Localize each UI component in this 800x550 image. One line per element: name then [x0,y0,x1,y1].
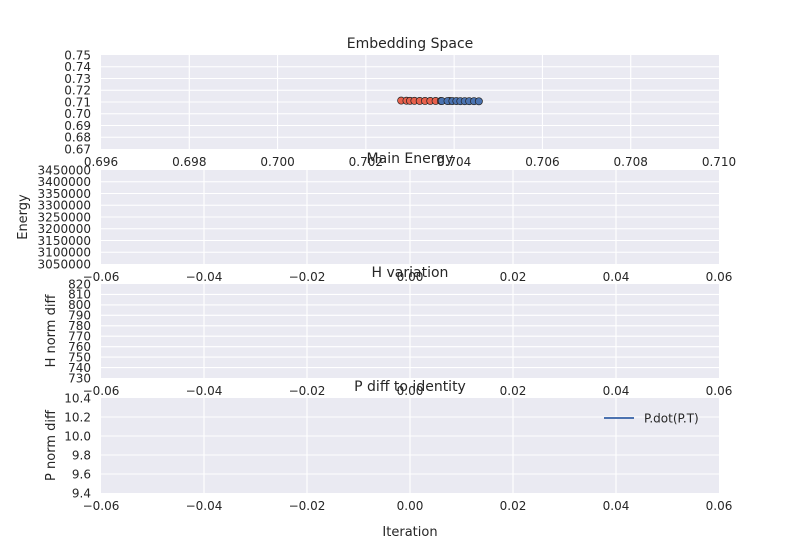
axes-embedding: 0.750.740.730.720.710.700.690.680.670.69… [64,36,736,169]
x-tick-label: 0.702 [349,155,383,169]
y-tick-label: 9.8 [72,448,91,462]
x-tick-label: 0.06 [706,499,733,513]
x-tick-label: 0.04 [603,384,630,398]
x-tick-label: −0.04 [186,384,223,398]
chart-title: P diff to identity [354,379,466,395]
legend-label: P.dot(P.T) [644,411,699,425]
y-tick-label: 0.74 [64,60,91,74]
legend: P.dot(P.T) [604,411,699,425]
y-tick-label: 3050000 [38,257,91,271]
y-tick-label: 10.4 [64,391,91,405]
x-tick-label: −0.04 [186,499,223,513]
y-tick-label: 730 [68,371,91,385]
x-tick-label: −0.06 [83,384,120,398]
x-tick-label: 0.06 [706,270,733,284]
y-tick-label: 3400000 [38,175,91,189]
x-tick-label: −0.04 [186,270,223,284]
y-tick-label: 750 [68,350,91,364]
axes-main-energy: 3450000340000033500003300000325000032000… [16,151,732,284]
x-axis-label: Iteration [382,525,437,540]
x-tick-label: 0.698 [172,155,206,169]
y-tick-label: 760 [68,340,91,354]
x-tick-label: 0.00 [397,270,424,284]
y-tick-label: 770 [68,330,91,344]
scatter-point-blue [474,97,483,106]
y-tick-label: 3100000 [38,246,91,260]
y-tick-label: 0.75 [64,48,91,62]
x-tick-label: 0.02 [500,270,527,284]
chart-title: Embedding Space [347,36,474,52]
x-tick-label: −0.02 [289,384,326,398]
y-tick-label: 0.69 [64,119,91,133]
y-tick-label: 3150000 [38,234,91,248]
x-tick-label: 0.710 [702,155,736,169]
y-tick-label: 3300000 [38,199,91,213]
x-tick-label: −0.02 [289,499,326,513]
chart-title: H variation [372,265,449,281]
y-tick-label: 10.0 [64,429,91,443]
y-axis-label: Energy [16,194,31,240]
y-axis-label: H norm diff [44,294,59,368]
x-tick-label: 0.00 [397,384,424,398]
x-tick-label: −0.06 [83,499,120,513]
y-tick-label: 0.67 [64,142,91,156]
x-tick-label: −0.06 [83,270,120,284]
y-tick-label: 10.2 [64,410,91,424]
y-tick-label: 0.70 [64,107,91,121]
y-tick-label: 3350000 [38,187,91,201]
y-tick-label: 820 [68,277,91,291]
x-tick-label: 0.06 [706,384,733,398]
y-tick-label: 3200000 [38,222,91,236]
y-tick-label: 3450000 [38,163,91,177]
x-tick-label: 0.02 [500,384,527,398]
y-tick-label: 780 [68,319,91,333]
y-tick-label: 0.72 [64,84,91,98]
y-tick-label: 800 [68,298,91,312]
y-tick-label: 0.73 [64,72,91,86]
x-tick-label: 0.04 [603,270,630,284]
y-tick-label: 9.6 [72,467,91,481]
x-tick-label: 0.704 [437,155,471,169]
x-tick-label: 0.708 [614,155,648,169]
y-tick-label: 810 [68,288,91,302]
y-tick-label: 740 [68,361,91,375]
x-tick-label: 0.696 [84,155,118,169]
chart-title: Main Energy [367,151,454,167]
y-axis-label: P norm diff [44,409,59,481]
y-tick-label: 790 [68,309,91,323]
x-tick-label: −0.02 [289,270,326,284]
x-tick-label: 0.00 [397,499,424,513]
y-tick-label: 0.68 [64,131,91,145]
axes-p-diff: 10.410.210.09.89.69.4−0.06 −0.04 −0.02 0.00… [44,379,732,540]
x-tick-label: 0.700 [260,155,294,169]
y-tick-label: 9.4 [72,486,91,500]
y-tick-label: 0.71 [64,95,91,109]
x-tick-label: 0.02 [500,499,527,513]
x-tick-label: 0.706 [525,155,559,169]
x-tick-label: 0.04 [603,499,630,513]
y-tick-label: 3250000 [38,210,91,224]
